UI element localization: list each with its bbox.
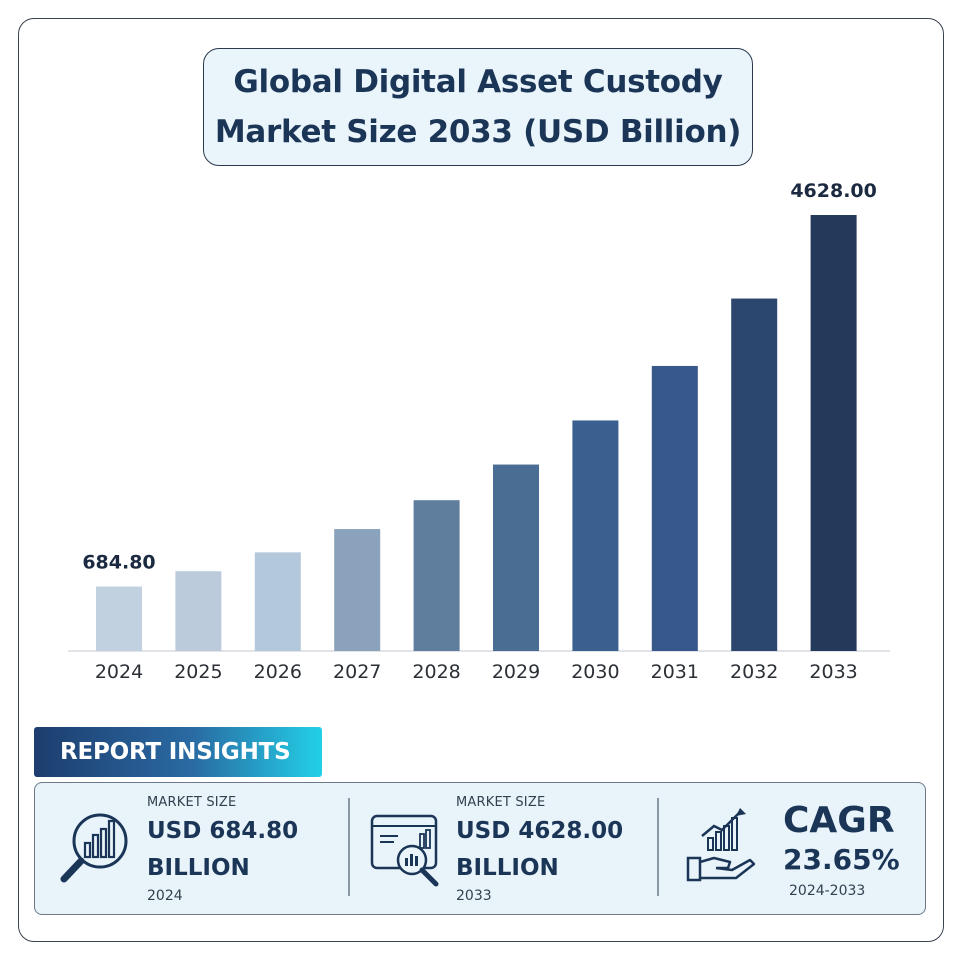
bar-2027 [334, 529, 381, 651]
magnifier-chart-icon [60, 813, 128, 883]
insights-panel [34, 782, 926, 915]
chart-title-line1: Global Digital Asset Custody [233, 64, 723, 100]
bar-2031 [651, 365, 698, 651]
bar-2033 [810, 215, 857, 651]
x-tick-label: 2025 [174, 661, 222, 683]
insights-divider [657, 798, 659, 896]
x-tick-label: 2029 [492, 661, 540, 683]
x-tick-label: 2032 [730, 661, 778, 683]
chart-title-line2: Market Size 2033 (USD Billion) [214, 114, 742, 150]
x-tick-label: 2033 [809, 661, 857, 683]
data-label-2024: 684.80 [82, 551, 155, 573]
bar-2026 [254, 552, 301, 651]
x-tick-label: 2027 [333, 661, 381, 683]
dashboard-analytics-icon [370, 814, 439, 887]
bar-2030 [572, 420, 619, 651]
card1-year: 2024 [147, 888, 183, 904]
x-tick-label: 2026 [254, 661, 302, 683]
bar-2025 [175, 571, 222, 651]
bar-2029 [493, 464, 539, 651]
report-insights-header: REPORT INSIGHTS [34, 727, 322, 777]
bar-2032 [731, 298, 778, 651]
data-label-2033: 4628.00 [790, 180, 877, 202]
growth-hand-icon [686, 808, 756, 882]
cagr-title: CAGR [783, 800, 895, 841]
chart-title-box: Global Digital Asset Custody Market Size… [203, 48, 753, 166]
bar-2028 [413, 500, 460, 651]
card2-value-line2: BILLION [456, 855, 559, 881]
x-tick-label: 2028 [412, 661, 460, 683]
card2-year: 2033 [456, 888, 492, 904]
card1-value-line2: BILLION [147, 855, 250, 881]
x-tick-label: 2031 [651, 661, 699, 683]
bar-2024 [96, 586, 142, 651]
card1-label: MARKET SIZE [147, 795, 237, 810]
card1-value-line1: USD 684.80 [147, 818, 299, 844]
cagr-value: 23.65% [783, 843, 900, 876]
card2-value-line1: USD 4628.00 [456, 818, 624, 844]
x-tick-label: 2030 [571, 661, 619, 683]
cagr-range: 2024-2033 [789, 883, 866, 899]
card2-label: MARKET SIZE [456, 795, 546, 810]
x-tick-label: 2024 [95, 661, 143, 683]
bar-chart: 2024 684.80 2025 2026 2027 2028 2029 2030 2031 20… [68, 180, 890, 683]
report-insights-label: REPORT INSIGHTS [60, 739, 291, 765]
insights-divider [348, 798, 350, 896]
